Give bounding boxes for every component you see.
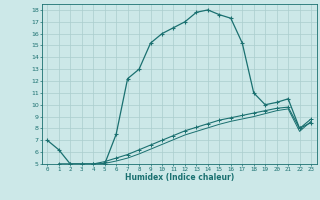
X-axis label: Humidex (Indice chaleur): Humidex (Indice chaleur) bbox=[124, 173, 234, 182]
